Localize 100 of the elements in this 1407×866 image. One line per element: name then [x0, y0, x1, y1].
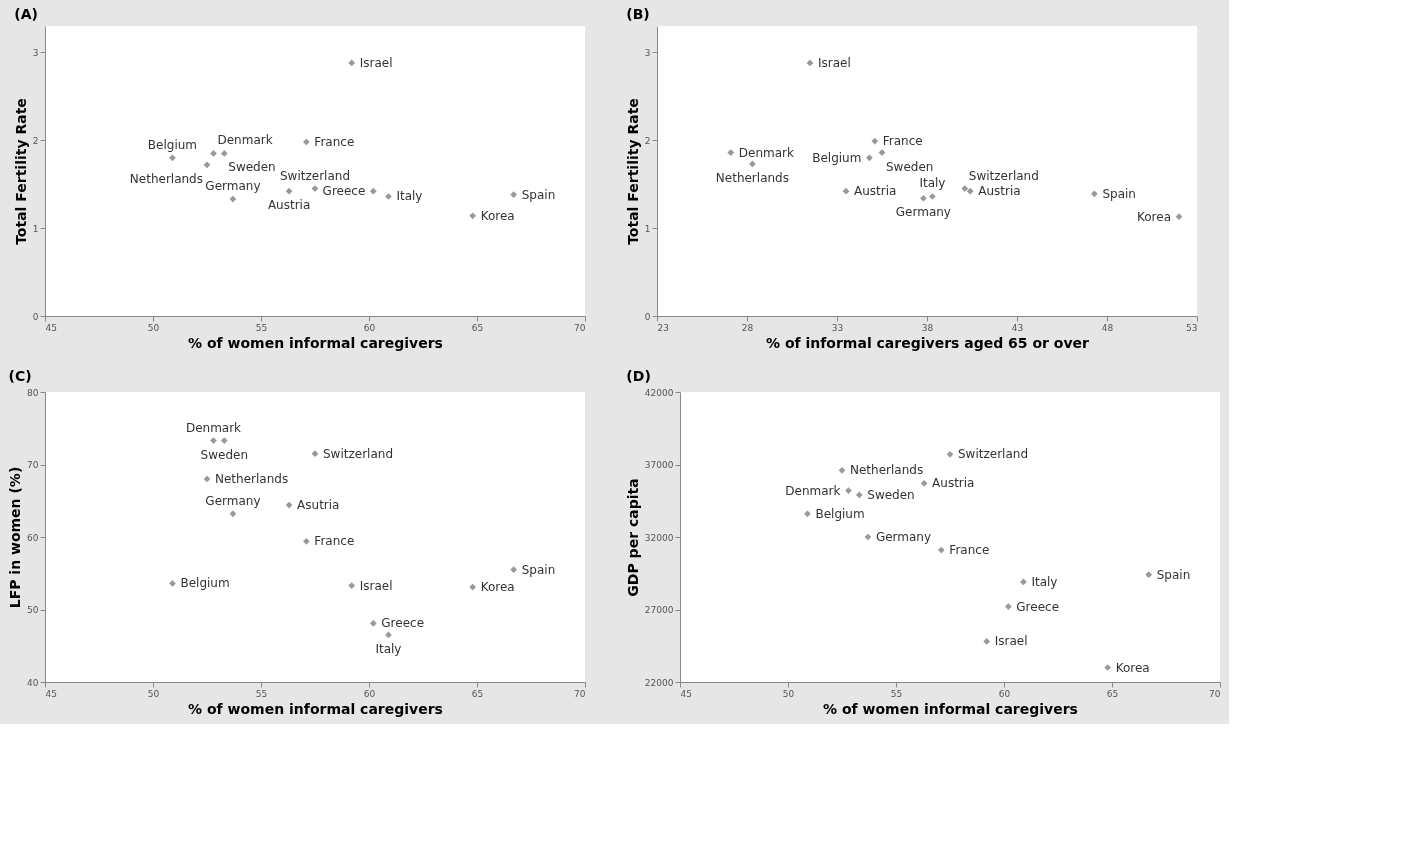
y-tick-label: 32000 — [644, 532, 674, 543]
point — [966, 187, 974, 195]
y-tick-label: 3 — [644, 47, 651, 58]
series-label: Denmark — [185, 420, 242, 435]
series-label: Belgium — [815, 506, 865, 521]
y-axis-title: Total Fertility Rate — [12, 98, 29, 245]
series-label: Israel — [359, 55, 393, 70]
point — [1091, 190, 1098, 198]
point — [920, 194, 927, 202]
series-label: Italy — [1031, 574, 1058, 589]
x-axis-title: % of women informal caregivers — [823, 700, 1078, 717]
series-label: Korea — [480, 208, 515, 223]
series-label: Belgium — [812, 150, 862, 165]
series-label: France — [949, 543, 990, 558]
series-label: Netherlands — [715, 170, 789, 185]
series-label: Germany — [205, 493, 261, 508]
series-label: Sweden — [867, 487, 915, 502]
series-label: Sweden — [228, 160, 276, 175]
y-tick-label: 0 — [32, 311, 39, 322]
series-label: Denmark — [785, 483, 841, 498]
x-tick-label: 50 — [782, 688, 795, 699]
series-label: Sweden — [200, 447, 248, 462]
x-tick-label: 43 — [1011, 322, 1024, 333]
x-tick-label: 65 — [1106, 688, 1119, 699]
series-label: Israel — [818, 55, 851, 70]
series-label: Korea — [480, 580, 515, 595]
series-label: Netherlands — [215, 472, 289, 486]
series-label: Denmark — [217, 133, 273, 148]
series-label: Netherlands — [129, 171, 203, 186]
y-tick-label: 0 — [644, 311, 651, 322]
series-label: Spain — [1156, 567, 1191, 582]
chart-title: (D) — [626, 368, 651, 384]
series-label: Asutria — [297, 498, 340, 513]
series-label: Belgium — [147, 137, 198, 152]
x-tick-label: 60 — [363, 322, 376, 333]
series-label: Switzerland — [968, 168, 1039, 183]
x-tick-label: 45 — [680, 688, 692, 699]
point — [929, 193, 936, 200]
series-label: Italy — [375, 641, 402, 656]
x-tick-label: 53 — [1186, 322, 1198, 333]
series-label: Germany — [895, 205, 951, 220]
y-tick-label: 3 — [32, 47, 39, 58]
series-label: Sweden — [886, 159, 934, 174]
x-tick-label: 45 — [45, 688, 57, 699]
point — [961, 185, 969, 192]
series-label: Belgium — [180, 576, 230, 591]
series-label: Greece — [381, 616, 425, 631]
y-tick-label: 40 — [27, 677, 39, 688]
series-label: Italy — [396, 189, 423, 204]
x-tick-label: 60 — [998, 688, 1011, 699]
series-label: Denmark — [738, 145, 795, 160]
chart-title: (A) — [14, 6, 38, 22]
x-tick-label: 45 — [45, 322, 57, 333]
x-tick-label: 55 — [255, 322, 268, 333]
series-label: Greece — [322, 184, 366, 199]
point — [1175, 213, 1183, 221]
series-label: Switzerland — [280, 168, 350, 183]
series-label: Germany — [205, 179, 261, 194]
x-tick-label: 33 — [831, 322, 844, 333]
x-axis-title: % of informal caregivers aged 65 or over — [765, 334, 1090, 351]
x-tick-label: 65 — [471, 322, 484, 333]
x-tick-label: 65 — [471, 688, 484, 699]
y-tick-label: 1 — [644, 223, 651, 234]
y-tick-label: 42000 — [644, 387, 674, 398]
y-tick-label: 2 — [644, 135, 651, 146]
y-tick-label: 60 — [27, 532, 39, 543]
y-axis-title: LFP in women (%) — [7, 466, 24, 609]
x-tick-label: 28 — [741, 322, 754, 333]
x-tick-label: 38 — [921, 322, 934, 333]
series-label: Austria — [854, 184, 897, 199]
x-tick-label: 70 — [574, 688, 586, 699]
x-axis-title: % of women informal caregivers — [188, 700, 443, 717]
x-tick-label: 48 — [1101, 322, 1114, 333]
series-label: Switzerland — [323, 446, 393, 461]
series-label: Spain — [1102, 186, 1136, 201]
series-label: Austria — [932, 476, 975, 491]
x-axis-title: % of women informal caregivers — [188, 334, 443, 351]
chart-title: (B) — [626, 6, 650, 22]
y-tick-label: 1 — [32, 223, 39, 234]
series-label: Israel — [359, 578, 393, 593]
series-label: Austria — [978, 184, 1021, 199]
series-label: Korea — [1115, 660, 1150, 675]
series-label: Korea — [1136, 209, 1171, 224]
y-tick-label: 80 — [27, 387, 39, 398]
y-tick-label: 50 — [27, 605, 39, 615]
point — [842, 187, 850, 195]
y-tick-label: 37000 — [644, 460, 674, 470]
series-label: Switzerland — [958, 447, 1028, 462]
y-tick-label: 2 — [32, 135, 39, 146]
chart-title: (C) — [8, 368, 32, 384]
series-label: Italy — [919, 176, 946, 191]
x-tick-label: 50 — [147, 322, 160, 333]
y-tick-label: 70 — [27, 460, 39, 470]
point — [727, 149, 735, 156]
series-label: Austria — [267, 198, 311, 213]
y-axis-title: Total Fertility Rate — [624, 98, 641, 245]
y-axis-title: GDP per capita — [624, 478, 641, 597]
point — [806, 59, 814, 67]
series-label: Germany — [875, 530, 932, 544]
y-tick-label: 27000 — [644, 605, 674, 615]
